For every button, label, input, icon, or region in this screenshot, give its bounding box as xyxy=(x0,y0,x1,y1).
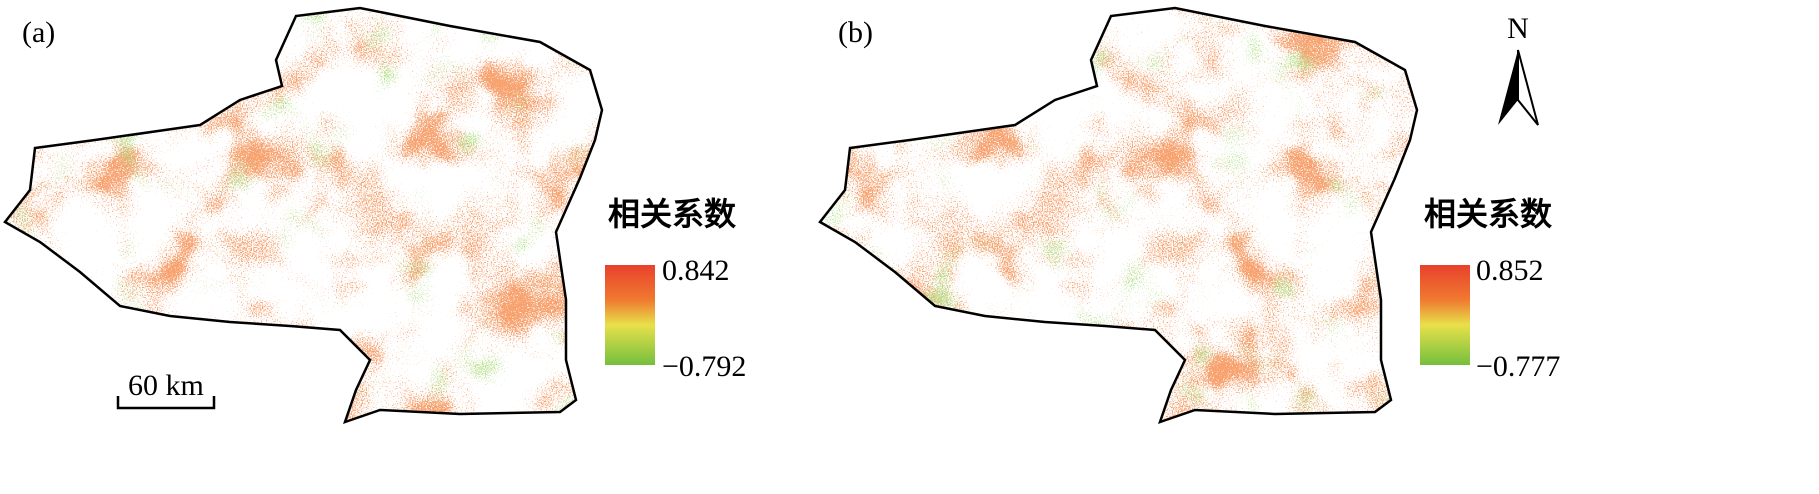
north-arrow xyxy=(1498,50,1518,125)
legend-ramp xyxy=(605,265,655,365)
legend-ramp xyxy=(1420,265,1470,365)
panel-label: (a) xyxy=(22,16,55,49)
north-label: N xyxy=(1507,12,1529,45)
correlation-raster xyxy=(5,8,602,422)
legend-title: 相关系数 xyxy=(1424,195,1553,233)
scale-bar xyxy=(116,396,216,410)
legend-title: 相关系数 xyxy=(608,195,737,233)
legend-max: 0.852 xyxy=(1476,254,1544,287)
panel-label: (b) xyxy=(838,16,873,49)
map-b xyxy=(818,6,1419,424)
correlation-raster xyxy=(820,8,1417,422)
legend-max: 0.842 xyxy=(662,254,730,287)
north-arrow xyxy=(1517,49,1539,126)
map-a xyxy=(3,6,604,424)
scale-bar-label: 60 km xyxy=(128,369,204,402)
legend-min: −0.777 xyxy=(1476,350,1560,383)
legend-min: −0.792 xyxy=(662,350,746,383)
